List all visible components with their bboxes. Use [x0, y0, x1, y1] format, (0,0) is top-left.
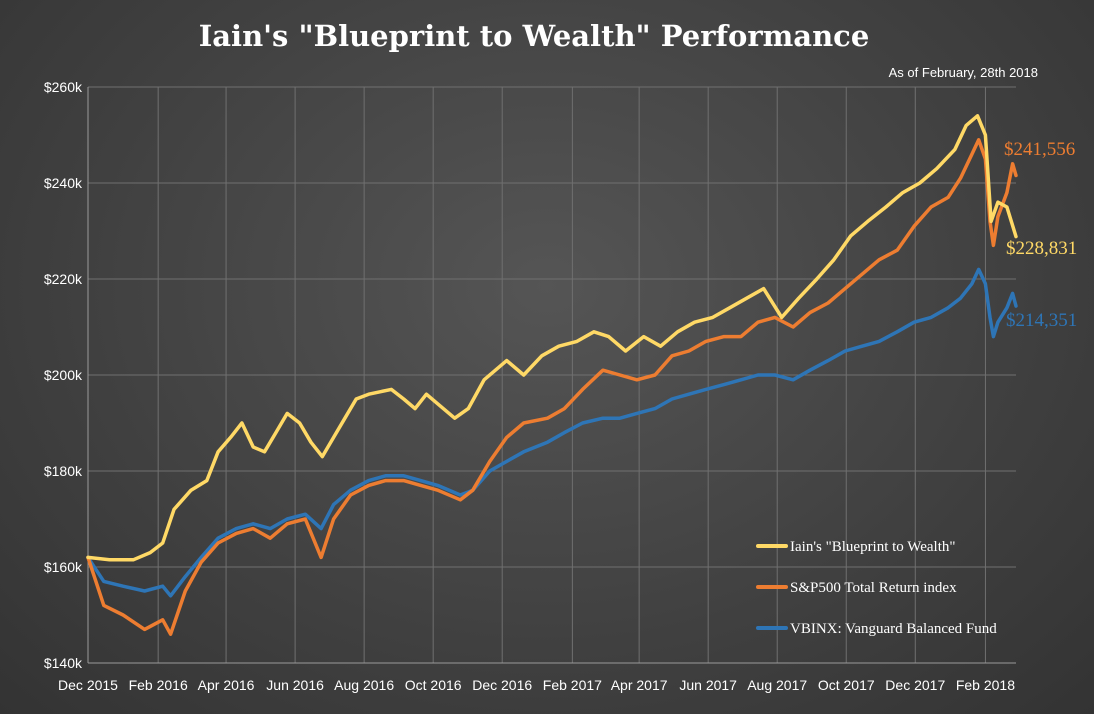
grid [87, 86, 1016, 664]
y-tick-label: $260k [44, 79, 83, 95]
end-labels: $228,831 $241,556 $214,351 [1004, 139, 1077, 331]
legend-entry: S&P500 Total Return index [790, 580, 957, 596]
legend-entry: VBINX: Vanguard Balanced Fund [790, 621, 997, 637]
series-lines [86, 114, 1018, 636]
series-line [86, 267, 1018, 598]
y-tick-label: $140k [44, 655, 83, 671]
series-line [86, 114, 1018, 562]
x-tick-label: Aug 2017 [747, 677, 807, 693]
x-tick-label: Apr 2017 [611, 677, 668, 693]
axes: $140k $160k $180k $200k $220k $240k $260k Dec 2… [44, 79, 1016, 693]
chart-subtitle: As of February, 28th 2018 [889, 65, 1038, 80]
x-tick-label: Dec 2016 [472, 677, 532, 693]
x-tick-label: Feb 2016 [129, 677, 188, 693]
legend: Iain's "Blueprint to Wealth" S&P500 Total… [756, 539, 997, 637]
x-tick-label: Dec 2015 [58, 677, 118, 693]
y-tick-label: $220k [44, 271, 83, 287]
end-value-label: $228,831 [1006, 238, 1077, 259]
x-tick-label: Oct 2017 [818, 677, 875, 693]
legend-entry: Iain's "Blueprint to Wealth" [790, 539, 956, 555]
end-value-label: $214,351 [1006, 310, 1077, 331]
x-tick-label: Dec 2017 [885, 677, 945, 693]
x-tick-label: Jun 2016 [266, 677, 324, 693]
x-tick-label: Apr 2016 [198, 677, 255, 693]
x-tick-label: Jun 2017 [679, 677, 737, 693]
y-tick-label: $180k [44, 463, 83, 479]
y-tick-label: $200k [44, 367, 83, 383]
x-tick-label: Oct 2016 [405, 677, 462, 693]
y-tick-label: $160k [44, 559, 83, 575]
end-value-label: $241,556 [1004, 139, 1075, 160]
x-tick-label: Aug 2016 [334, 677, 394, 693]
series-line [86, 138, 1018, 636]
y-tick-label: $240k [44, 175, 83, 191]
x-tick-label: Feb 2017 [543, 677, 602, 693]
x-tick-label: Feb 2018 [956, 677, 1015, 693]
chart-title: Iain's "Blueprint to Wealth" Performance [199, 19, 870, 53]
